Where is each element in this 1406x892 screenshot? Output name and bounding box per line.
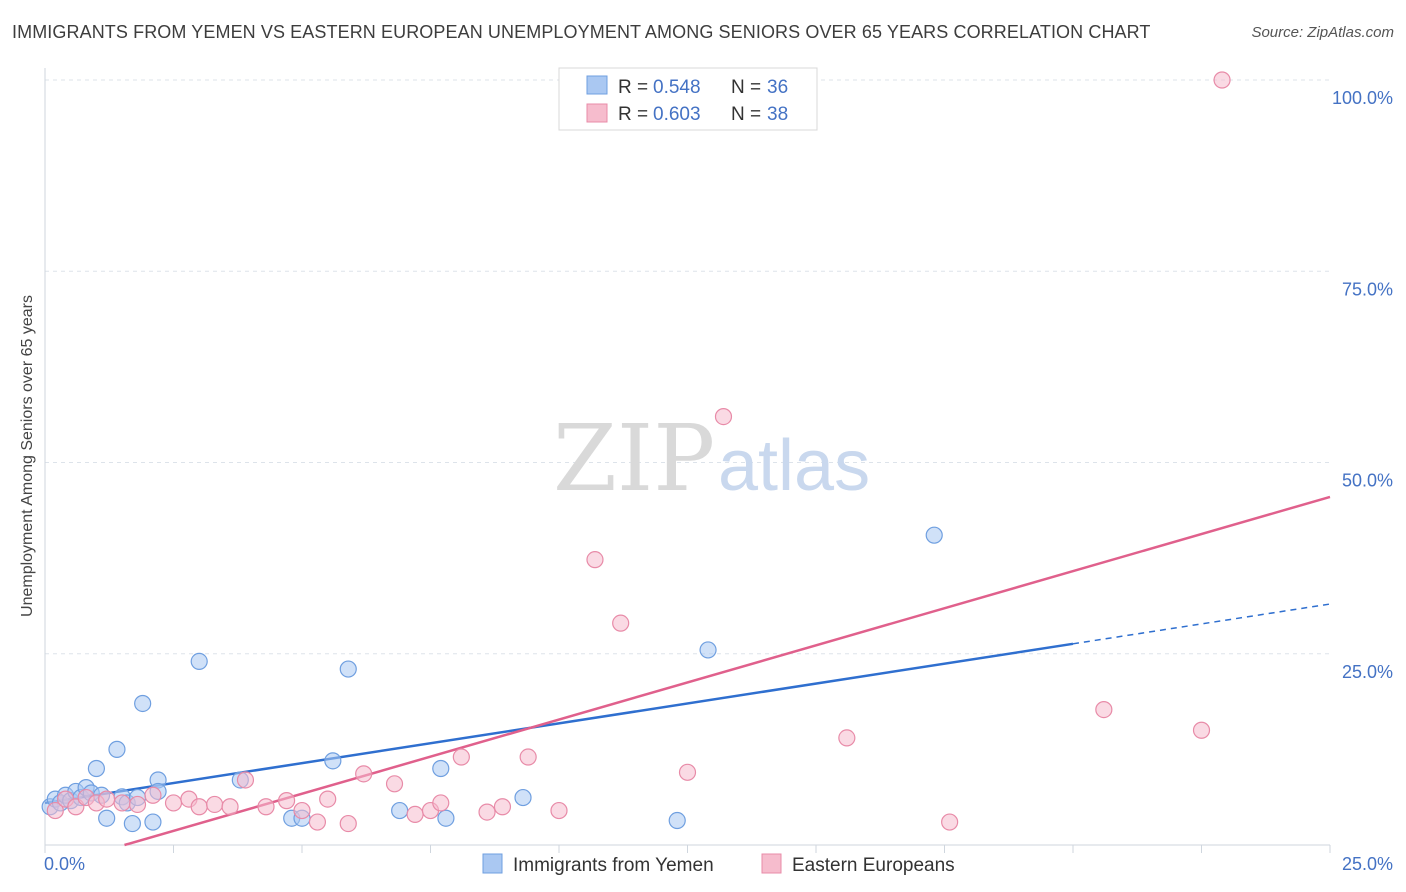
pink-data-point [190,798,208,816]
pink-data-point [478,803,496,821]
grid-layer [45,79,1330,655]
pink-data-point [678,763,697,781]
blue-trendline-extension [1072,603,1331,645]
pink-data-point [586,551,604,569]
pink-data-point [714,408,733,426]
legend-n-label-2: N = [731,104,761,125]
legend-n-label-1: N = [731,77,761,98]
x-tick-label-end: 25.0% [1342,854,1393,874]
pink-data-point [319,790,337,808]
bottom-legend-label-yemen: Immigrants from Yemen [513,855,714,876]
blue-trendline [44,642,1074,805]
watermark-zip: ZIP [553,405,715,512]
pink-data-point [452,748,470,766]
blue-data-point [668,811,686,830]
y-tick-label: 75.0% [1342,279,1393,299]
pink-data-point [1192,721,1211,739]
legend-swatch-blue [586,75,608,95]
blue-data-point [925,526,943,544]
pink-data-point [1213,71,1231,89]
pink-data-point [236,771,255,789]
y-tick-label: 25.0% [1342,662,1393,682]
legend-n-value-1: 36 [767,77,788,98]
pink-data-point [406,805,424,824]
pink-data-point [355,765,373,783]
blue-data-point [144,813,162,831]
pink-data-point [293,801,311,820]
pink-data-point [257,798,275,816]
blue-data-point [123,814,141,833]
watermark-atlas: atlas [718,426,870,506]
pink-data-point [941,813,959,831]
pink-data-point [1095,700,1113,719]
pink-trendline [124,495,1331,847]
pink-data-point [144,786,162,804]
axes-layer: 25.0% 50.0% 75.0% 100.0% 0.0% 25.0% [44,68,1393,874]
pink-data-point [308,813,327,831]
legend: R = 0.548 N = 36 R = 0.603 N = 38 [558,67,818,131]
pink-data-point [221,798,239,816]
chart-source: Source: ZipAtlas.com [1251,24,1394,41]
blue-data-point [87,759,106,778]
blue-data-point [108,740,126,758]
pink-data-point [519,748,537,766]
y-tick-label: 100.0% [1332,88,1393,108]
pink-data-point [612,614,630,632]
blue-data-point [514,788,532,807]
y-tick-label: 50.0% [1342,471,1393,491]
blue-data-point [324,752,342,770]
legend-swatch-pink [586,103,608,123]
chart-title: IMMIGRANTS FROM YEMEN VS EASTERN EUROPEA… [12,22,1151,42]
pink-data-point [206,795,224,814]
bottom-legend-swatch-pink [761,853,782,874]
pink-data-point [128,795,147,814]
legend-r-value-1: 0.548 [653,77,701,98]
blue-data-point [437,809,455,827]
pink-data-point [46,801,64,820]
blue-data-point [432,759,450,778]
blue-data-point [190,652,208,671]
trendlines-layer [44,495,1331,847]
pink-data-point [432,794,450,812]
x-tick-label-start: 0.0% [44,854,85,874]
pink-data-point [339,814,357,833]
bottom-legend-swatch-blue [482,853,503,874]
pink-data-point [838,729,856,747]
blue-data-point [391,801,409,820]
points-layer [41,71,1231,833]
pink-data-point [550,801,568,820]
blue-data-point [98,809,116,827]
legend-n-value-2: 38 [767,104,788,125]
blue-data-point [339,660,357,678]
blue-data-point [134,694,152,713]
pink-data-point [113,794,131,812]
pink-data-point [98,790,116,808]
legend-r-value-2: 0.603 [653,104,701,125]
legend-r-label-1: R = [618,77,648,98]
bottom-legend-label-eastern-europeans: Eastern Europeans [792,855,955,876]
bottom-legend: Immigrants from Yemen Eastern Europeans [482,853,955,876]
legend-r-label-2: R = [618,104,648,125]
pink-data-point [493,798,512,816]
pink-data-point [164,794,183,812]
pink-data-point [277,792,296,810]
blue-data-point [699,641,717,659]
pink-data-point [385,775,404,793]
